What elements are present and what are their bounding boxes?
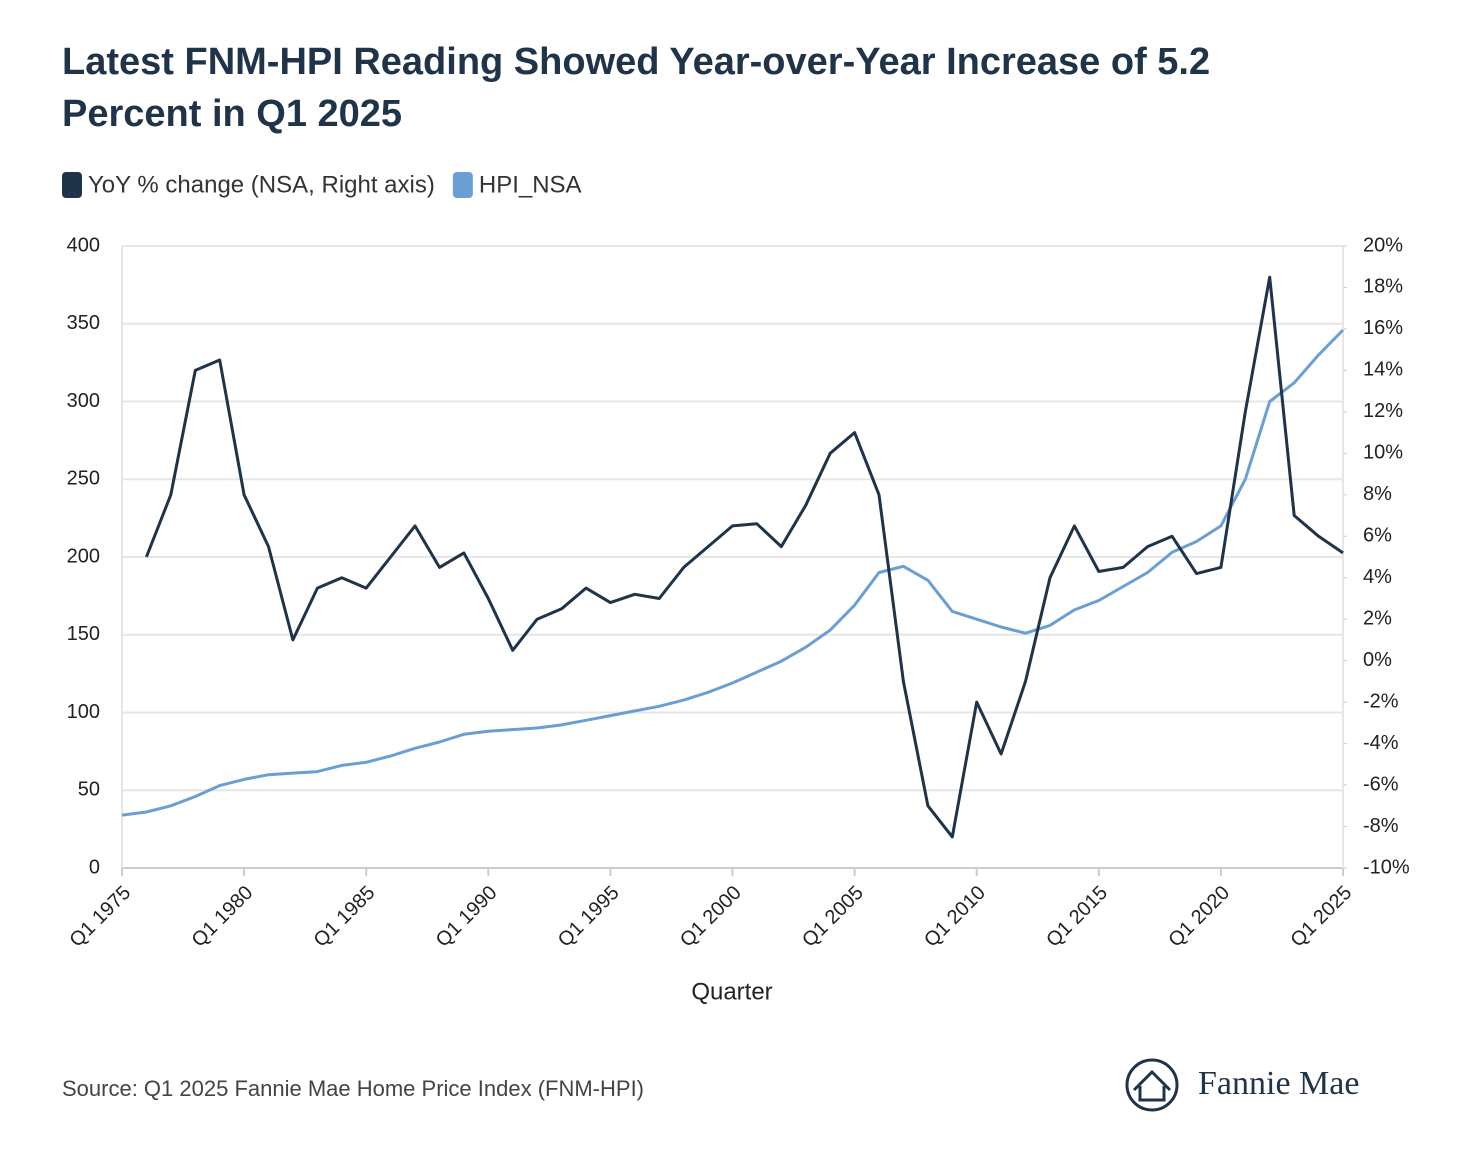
legend-label: YoY % change (NSA, Right axis) [88,171,435,198]
x-tick-label: Q1 1975 [65,882,135,952]
legend-label: HPI_NSA [479,171,582,198]
y2-tick-label: 12% [1363,400,1403,422]
y2-tick-label: 16% [1363,317,1403,339]
x-tick-label: Q1 2010 [920,882,990,952]
y2-tick-label: 20% [1363,234,1403,256]
y2-tick-label: -2% [1363,690,1399,712]
x-axis-label: Quarter [691,978,772,1005]
y2-tick-label: 0% [1363,649,1392,671]
logo-icon [1125,1058,1179,1112]
y-tick-label: 150 [67,623,100,645]
series-line [145,275,1344,839]
source: Source: Q1 2025 Fannie Mae Home Price In… [62,1076,644,1101]
y-tick-label: 400 [67,234,100,256]
x-tick-label: Q1 1990 [432,882,502,952]
legend-swatch [62,172,82,198]
y2-tick-label: 4% [1363,566,1392,588]
x-tick-label: Q1 2005 [798,882,868,952]
y2-tick-label: 8% [1363,483,1392,505]
chart-title: Percent in Q1 2025 [62,93,402,135]
y2-tick-label: -10% [1363,856,1410,878]
y2-tick-label: 6% [1363,525,1392,547]
x-tick-label: Q1 2020 [1164,882,1234,952]
x-tick-label: Q1 1980 [188,882,258,952]
y2-tick-label: 14% [1363,359,1403,381]
y-tick-label: 250 [67,468,100,490]
series-line [121,328,1345,817]
y2-tick-label: 10% [1363,442,1403,464]
y2-tick-label: -4% [1363,732,1399,754]
y-tick-label: 100 [67,701,100,723]
y2-tick-label: -8% [1363,815,1399,837]
y-tick-label: 200 [67,545,100,567]
logo-text: Fannie Mae [1198,1065,1359,1102]
x-tick-label: Q1 2015 [1042,882,1112,952]
y-tick-label: 300 [67,390,100,412]
x-tick-label: Q1 1985 [310,882,380,952]
y2-tick-label: -6% [1363,773,1399,795]
chart-title: Latest FNM-HPI Reading Showed Year-over-… [62,41,1210,83]
y-tick-label: 0 [89,856,100,878]
y-tick-label: 350 [67,312,100,334]
y2-tick-label: 2% [1363,607,1392,629]
x-tick-label: Q1 2025 [1286,882,1356,952]
y2-tick-label: 18% [1363,276,1403,298]
x-tick-label: Q1 1995 [554,882,624,952]
y-tick-label: 50 [78,779,100,801]
legend-swatch [452,172,473,198]
x-tick-label: Q1 2000 [676,882,746,952]
